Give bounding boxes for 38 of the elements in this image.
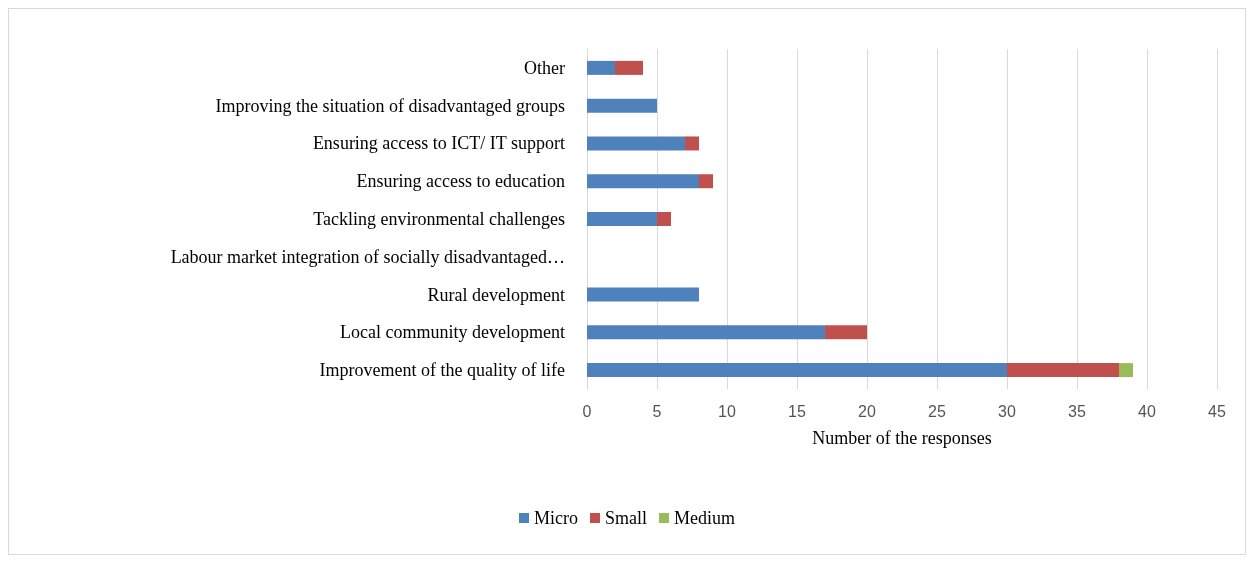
y-tick-label: Ensuring access to ICT/ IT support: [312, 133, 565, 154]
bar: [615, 60, 643, 75]
x-tick-label: 20: [858, 402, 876, 420]
bar: [1007, 363, 1119, 378]
y-tick-label: Rural development: [427, 284, 565, 305]
x-tick-label: 15: [788, 402, 806, 420]
x-tick-label: 0: [582, 402, 592, 420]
y-tick-label: Labour market integration of socially disadvantaged…: [170, 246, 565, 267]
y-tick-label: Other: [524, 57, 565, 78]
x-tick-label: 45: [1208, 402, 1226, 420]
bar: [587, 212, 657, 226]
legend-label: Small: [605, 508, 648, 528]
x-tick-label: 10: [718, 402, 736, 420]
legend-label: Micro: [534, 508, 579, 528]
y-tick-label: Ensuring access to education: [356, 171, 565, 192]
bar: [587, 287, 699, 302]
legend-label: Medium: [674, 508, 735, 528]
x-tick-label: 30: [998, 402, 1016, 420]
x-axis-title: Number of the responses: [812, 428, 992, 448]
bar: [587, 363, 1007, 378]
bar: [587, 98, 657, 113]
bar: [587, 60, 615, 75]
x-tick-label: 40: [1138, 402, 1156, 420]
bar: [587, 174, 699, 189]
y-tick-label: Tackling environmental challenges: [313, 209, 565, 229]
y-tick-label: Improvement of the quality of life: [319, 360, 565, 381]
bar: [699, 174, 713, 189]
x-tick-label: 5: [652, 402, 662, 420]
x-tick-label: 35: [1068, 402, 1086, 420]
bar: [587, 136, 685, 151]
bar: [1119, 363, 1133, 378]
bar: [685, 136, 699, 151]
y-tick-label: Improving the situation of disadvantaged groups: [215, 95, 565, 116]
bar: [587, 325, 825, 340]
bar: [825, 325, 867, 340]
x-tick-label: 25: [928, 402, 946, 420]
y-tick-label: Local community development: [340, 322, 565, 343]
bar: [657, 212, 671, 226]
